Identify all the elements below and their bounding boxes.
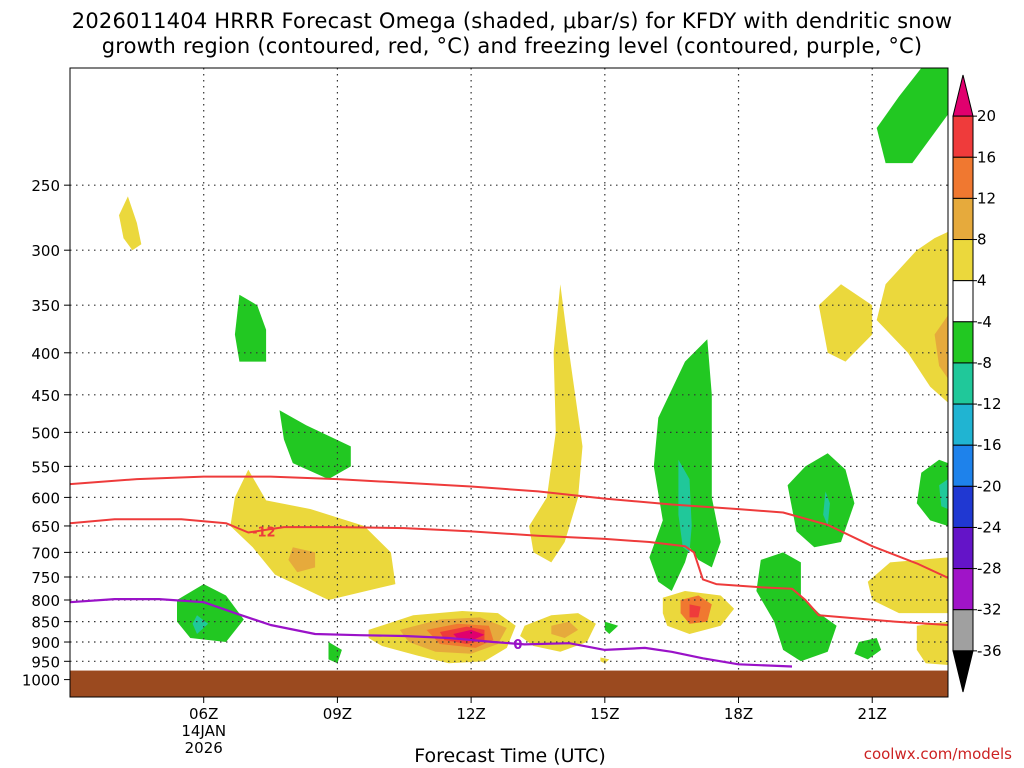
y-tick-label: 500: [31, 424, 60, 442]
omega-region: [876, 231, 948, 403]
y-tick-label: 350: [31, 297, 60, 315]
colorbar-label: -16: [977, 436, 1002, 454]
colorbar-bin: [952, 403, 974, 446]
x-tick-label: 06Z: [189, 705, 218, 723]
colorbar-bin: [952, 156, 974, 199]
colorbar-label: -24: [977, 518, 1002, 536]
colorbar-label: -20: [977, 477, 1002, 495]
x-tick-label: 15Z: [590, 705, 619, 723]
y-tick-label: 650: [31, 518, 60, 536]
y-tick-label: 550: [31, 458, 60, 476]
colorbar-label: 16: [977, 148, 996, 166]
x-tick-label: 09Z: [323, 705, 352, 723]
colorbar-bin: [952, 321, 974, 364]
omega-region: [867, 557, 948, 614]
colorbar-bin: [952, 444, 974, 487]
omega-region: [234, 294, 267, 362]
colorbar-bin: [952, 197, 974, 241]
omega-region: [551, 621, 579, 638]
omega-region: [823, 491, 830, 526]
credit-text: coolwx.com/models: [863, 745, 1012, 763]
chart-title-line-2: growth region (contoured, red, °C) and f…: [101, 34, 923, 58]
x-tick-year: 2026: [185, 739, 223, 757]
colorbar-bin: [952, 239, 974, 282]
dendritic-contour: [70, 475, 948, 579]
omega-region: [230, 469, 396, 600]
omega-region: [818, 284, 873, 362]
omega-region: [916, 459, 948, 526]
colorbar-bin: [952, 650, 974, 693]
y-tick-label: 700: [31, 544, 60, 562]
colorbar-bin: [952, 74, 974, 117]
omega-region: [876, 68, 948, 164]
colorbar-label: -8: [977, 354, 992, 372]
colorbar-bin: [952, 280, 974, 323]
y-tick-label: 950: [31, 653, 60, 671]
dendritic-contour-label: -12: [252, 525, 276, 540]
colorbar-label: 8: [977, 231, 987, 249]
omega-region: [288, 547, 316, 573]
y-tick-label: 600: [31, 489, 60, 507]
y-tick-label: 400: [31, 345, 60, 363]
omega-region: [689, 604, 701, 618]
omega-region: [916, 621, 948, 665]
chart-title-line-1: 2026011404 HRRR Forecast Omega (shaded, …: [71, 9, 953, 33]
colorbar-bin: [952, 609, 974, 652]
y-tick-label: 450: [31, 387, 60, 405]
omega-region: [192, 615, 209, 634]
colorbar-label: 20: [977, 107, 996, 125]
omega-region: [756, 552, 837, 662]
omega-region: [854, 638, 882, 660]
y-tick-label: 250: [31, 177, 60, 195]
ground-fill: [70, 670, 948, 697]
omega-region: [529, 284, 583, 563]
omega-region: [787, 453, 855, 548]
y-tick-label: 900: [31, 634, 60, 652]
y-tick-label: 850: [31, 614, 60, 632]
colorbar-bin: [952, 568, 974, 611]
colorbar-label: -4: [977, 313, 992, 331]
x-tick-label: 21Z: [858, 705, 887, 723]
colorbar-label: -28: [977, 560, 1002, 578]
x-tick-date: 14JAN: [181, 722, 226, 740]
y-tick-label: 1000: [22, 672, 60, 690]
x-axis-label: Forecast Time (UTC): [414, 745, 606, 767]
colorbar-label: 4: [977, 272, 987, 290]
colorbar-label: 12: [977, 189, 996, 207]
y-tick-label: 750: [31, 569, 60, 587]
x-tick-label: 12Z: [456, 705, 485, 723]
colorbar-bin: [952, 362, 974, 405]
omega-region: [934, 315, 948, 379]
omega-region: [328, 642, 342, 664]
dendritic-contour: [70, 518, 948, 626]
y-tick-label: 300: [31, 242, 60, 260]
colorbar-label: -32: [977, 601, 1002, 619]
omega-region: [177, 584, 244, 642]
x-tick-label: 18Z: [724, 705, 753, 723]
colorbar-label: -12: [977, 395, 1002, 413]
colorbar-bin: [952, 485, 974, 528]
freezing-level-contour: [70, 598, 793, 668]
omega-region: [600, 657, 610, 664]
omega-region: [119, 196, 142, 251]
freezing-level-contour-label: 0: [513, 638, 522, 653]
omega-region: [649, 339, 721, 591]
y-tick-label: 800: [31, 592, 60, 610]
colorbar-label: -36: [977, 642, 1002, 660]
omega-region: [604, 621, 619, 634]
colorbar-bin: [952, 526, 974, 570]
plot-frame: [69, 67, 949, 698]
colorbar-bin: [952, 115, 974, 158]
omega-region: [939, 479, 948, 510]
omega-region: [279, 410, 351, 480]
